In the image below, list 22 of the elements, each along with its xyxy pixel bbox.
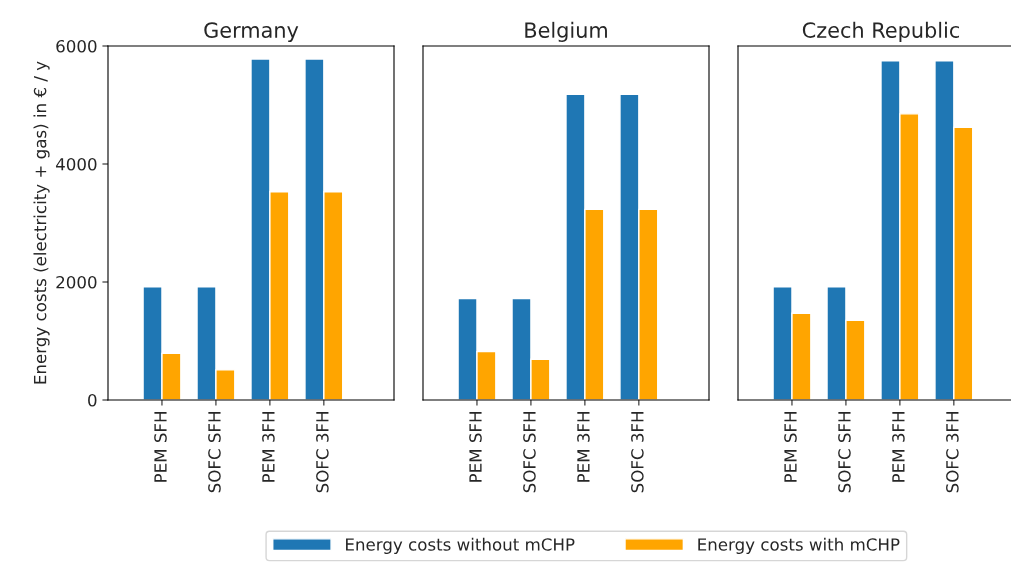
x-tick-label: SOFC SFH	[523, 412, 536, 493]
y-tick-label: 4000	[55, 157, 97, 171]
y-tick-label: 6000	[56, 39, 97, 53]
y-tick-label: 0	[88, 393, 97, 407]
x-tick-label: SOFC 3FH	[631, 412, 644, 493]
x-tick-label: PEM 3FH	[262, 412, 275, 482]
chart-title: Czech Republic	[802, 21, 960, 42]
x-tick-label: SOFC 3FH	[316, 412, 329, 493]
y-axis-title: Energy costs (electricity + gas) in € / y	[33, 61, 50, 384]
x-tick-label: PEM SFH	[469, 412, 482, 482]
x-tick-label: PEM SFH	[784, 412, 797, 482]
legend-label: Energy costs with mCHP	[698, 537, 900, 554]
x-tick-label: PEM SFH	[154, 412, 167, 482]
x-tick-label: PEM 3FH	[577, 412, 590, 482]
legend-label: Energy costs without mCHP	[346, 537, 575, 554]
y-tick-label: 2000	[56, 275, 97, 289]
x-tick-label: SOFC SFH	[838, 412, 851, 493]
x-tick-label: SOFC SFH	[208, 412, 221, 493]
chart-title: Belgium	[525, 21, 607, 42]
chart-title: Germany	[204, 22, 299, 42]
x-tick-label: PEM 3FH	[892, 412, 905, 482]
x-tick-label: SOFC 3FH	[946, 412, 959, 493]
